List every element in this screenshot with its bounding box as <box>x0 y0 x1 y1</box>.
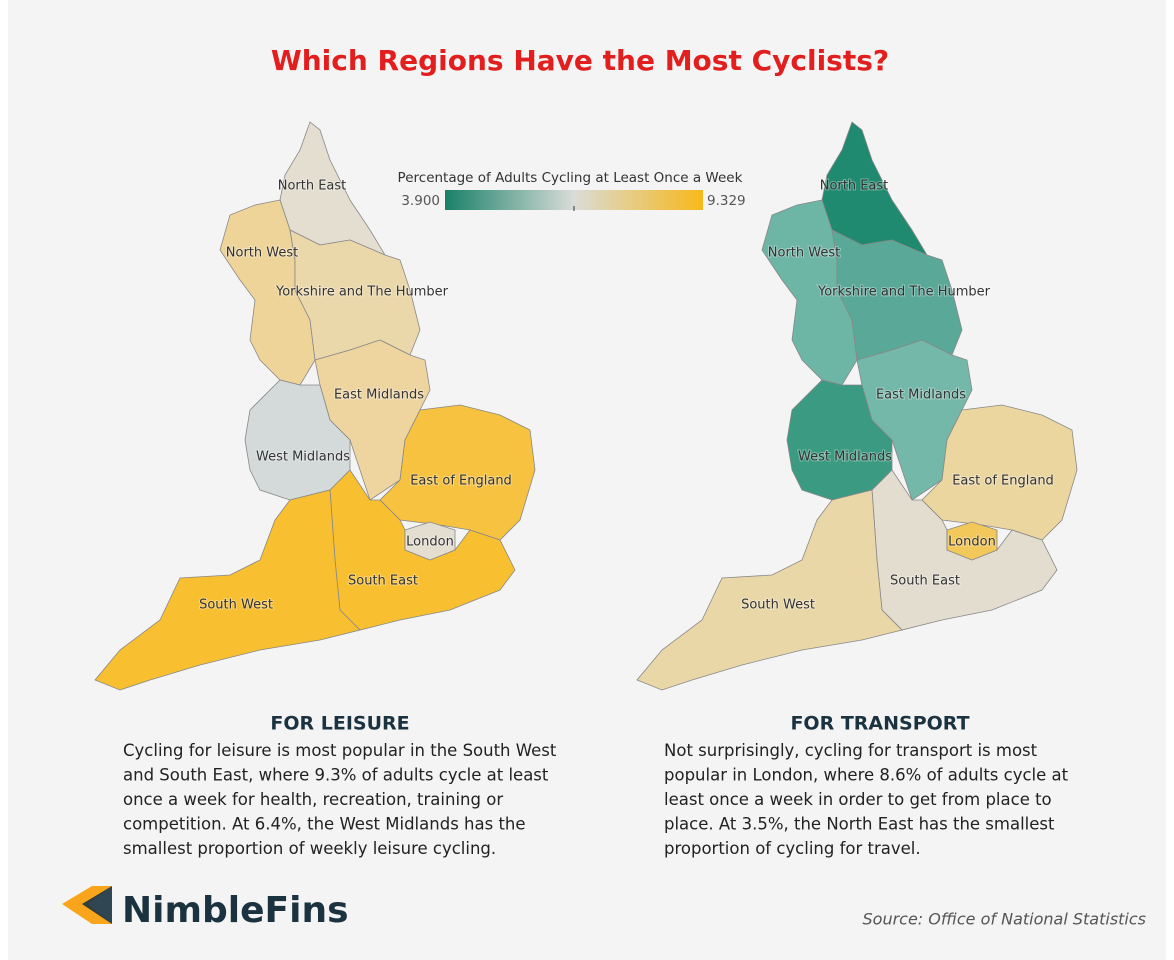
map: North East North West Yorkshire and The Hu… <box>94 121 536 691</box>
region-label: South West <box>741 598 815 613</box>
region-label: North East <box>820 179 889 194</box>
logo: NimbleFins <box>62 886 349 931</box>
body-line: competition. At 6.4%, the West Midlands … <box>123 815 526 834</box>
body-line: once a week for health, recreation, trai… <box>123 790 503 809</box>
region <box>94 489 361 691</box>
legend-gradient <box>445 190 703 210</box>
region-label: East of England <box>952 474 1054 489</box>
region-label: London <box>948 535 996 550</box>
map: North East North West Yorkshire and The Hu… <box>636 121 1078 691</box>
body-line: least once a week in order to get from p… <box>664 790 1052 809</box>
region-label: East of England <box>410 474 512 489</box>
title: Which Regions Have the Most Cyclists? <box>271 44 889 77</box>
region-label: West Midlands <box>256 450 350 465</box>
logo-text: NimbleFins <box>122 890 349 931</box>
section-heading: FOR LEISURE <box>270 713 409 735</box>
body-line: smallest proportion of weekly leisure cy… <box>123 839 496 858</box>
logo-mark-dark <box>82 886 112 924</box>
region-label: Yorkshire and The Humber <box>817 285 991 300</box>
region-label: Yorkshire and The Humber <box>275 285 449 300</box>
region-label: North West <box>768 246 840 261</box>
region <box>946 521 998 561</box>
body-line: and South East, where 9.3% of adults cyc… <box>123 766 549 785</box>
legend-min: 3.900 <box>401 193 440 209</box>
body-line: proportion of cycling for travel. <box>664 839 921 858</box>
body-line: place. At 3.5%, the North East has the s… <box>664 815 1055 834</box>
region-label: South East <box>890 574 960 589</box>
region-label: North West <box>226 246 298 261</box>
region-label: East Midlands <box>876 388 966 403</box>
region-label: South East <box>348 574 418 589</box>
region-label: North East <box>278 179 347 194</box>
region <box>404 521 456 561</box>
body-line: Cycling for leisure is most popular in t… <box>123 741 557 760</box>
source: Source: Office of National Statistics <box>863 910 1147 929</box>
body-line: popular in London, where 8.6% of adults … <box>664 766 1069 785</box>
region-label: London <box>406 535 454 550</box>
body-line: Not surprisingly, cycling for transport … <box>664 741 1038 760</box>
section-heading: FOR TRANSPORT <box>790 713 969 735</box>
legend-title: Percentage of Adults Cycling at Least On… <box>398 170 743 186</box>
region-label: West Midlands <box>798 450 892 465</box>
region-label: South West <box>199 598 273 613</box>
legend-max: 9.329 <box>707 193 746 209</box>
region-label: East Midlands <box>334 388 424 403</box>
region <box>636 489 903 691</box>
